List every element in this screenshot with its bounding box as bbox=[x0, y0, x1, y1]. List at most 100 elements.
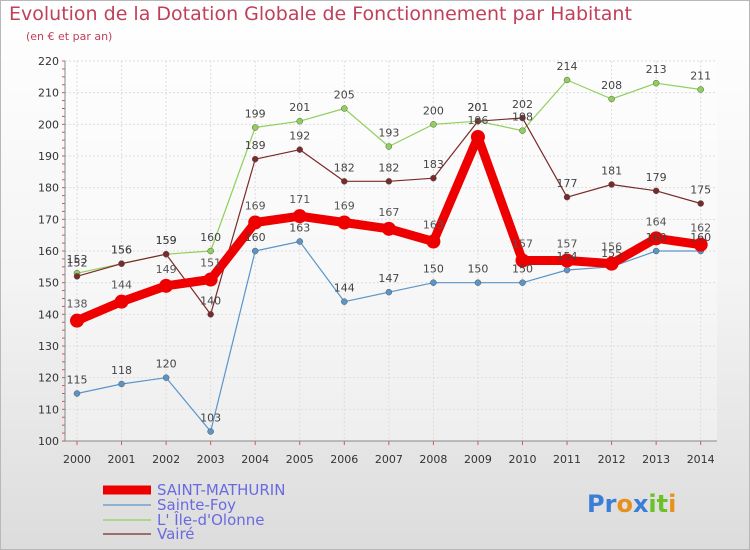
data-label: 177 bbox=[557, 177, 578, 190]
data-label: 151 bbox=[200, 257, 221, 270]
data-label: 156 bbox=[601, 241, 622, 254]
y-tick-label: 120 bbox=[38, 372, 59, 385]
y-tick-label: 110 bbox=[38, 403, 59, 416]
x-tick-label: 2002 bbox=[152, 453, 180, 466]
data-label: 208 bbox=[601, 79, 622, 92]
data-label: 159 bbox=[156, 234, 177, 247]
data-point bbox=[563, 193, 571, 201]
data-label: 138 bbox=[67, 298, 88, 311]
data-point bbox=[296, 117, 303, 125]
data-label: 175 bbox=[690, 184, 711, 197]
x-tick-label: 2007 bbox=[375, 453, 403, 466]
data-label: 164 bbox=[646, 215, 667, 228]
data-label: 163 bbox=[423, 219, 444, 232]
data-point bbox=[560, 253, 575, 268]
data-point bbox=[251, 124, 259, 131]
y-tick-label: 160 bbox=[38, 245, 59, 258]
data-point bbox=[381, 221, 396, 236]
data-point bbox=[519, 114, 526, 122]
data-label: 201 bbox=[467, 101, 488, 114]
data-label: 155 bbox=[601, 247, 622, 260]
data-label: 160 bbox=[245, 231, 266, 244]
data-label: 183 bbox=[423, 158, 444, 171]
logo-letter: i bbox=[648, 490, 657, 518]
data-label: 202 bbox=[512, 98, 533, 111]
data-label: 189 bbox=[245, 139, 266, 152]
y-tick-label: 150 bbox=[38, 277, 59, 290]
data-label: 179 bbox=[646, 171, 667, 184]
data-point bbox=[118, 260, 125, 267]
x-tick-label: 2011 bbox=[553, 453, 581, 466]
y-tick-label: 140 bbox=[38, 308, 59, 321]
data-label: 196 bbox=[467, 114, 488, 127]
y-tick-label: 220 bbox=[38, 55, 59, 68]
data-point bbox=[430, 121, 437, 128]
data-point bbox=[248, 215, 263, 230]
data-point bbox=[73, 390, 81, 397]
logo-letter: i bbox=[668, 490, 677, 518]
data-point bbox=[604, 256, 619, 271]
x-tick-label: 2014 bbox=[687, 453, 715, 466]
x-tick-label: 2005 bbox=[286, 453, 314, 466]
data-point bbox=[608, 95, 615, 103]
data-point bbox=[385, 288, 393, 296]
data-point bbox=[430, 279, 437, 286]
legend-label: Sainte-Foy bbox=[157, 496, 236, 514]
data-label: 211 bbox=[690, 70, 711, 83]
data-point bbox=[652, 247, 660, 255]
data-point bbox=[251, 247, 259, 255]
y-tick-label: 100 bbox=[38, 435, 59, 448]
data-label: 152 bbox=[67, 256, 88, 269]
x-tick-label: 2004 bbox=[241, 453, 269, 466]
y-tick-label: 130 bbox=[38, 340, 59, 353]
x-tick-label: 2013 bbox=[642, 453, 670, 466]
data-point bbox=[207, 247, 214, 255]
data-label: 201 bbox=[467, 101, 488, 114]
data-point bbox=[515, 253, 530, 268]
y-tick-label: 200 bbox=[38, 118, 59, 131]
data-label: 169 bbox=[245, 200, 266, 213]
data-point bbox=[652, 187, 660, 195]
y-tick-label: 180 bbox=[38, 182, 59, 195]
y-tick-label: 170 bbox=[38, 213, 59, 226]
data-point bbox=[563, 76, 571, 84]
data-point bbox=[474, 117, 482, 125]
data-point bbox=[207, 311, 214, 318]
data-point bbox=[70, 313, 84, 328]
data-label: 193 bbox=[378, 127, 399, 140]
logo-letter: r bbox=[604, 490, 617, 518]
data-label: 182 bbox=[378, 161, 399, 174]
data-point bbox=[341, 105, 348, 112]
data-label: 201 bbox=[289, 101, 310, 114]
data-point bbox=[519, 279, 526, 286]
data-point bbox=[608, 181, 615, 188]
data-label: 154 bbox=[557, 250, 578, 263]
logo-letter: x bbox=[632, 490, 649, 518]
data-label: 199 bbox=[245, 108, 266, 121]
x-tick-label: 2009 bbox=[464, 453, 492, 466]
x-tick-label: 2008 bbox=[419, 453, 447, 466]
data-label: 115 bbox=[67, 374, 88, 387]
data-point bbox=[697, 86, 704, 93]
data-point bbox=[426, 234, 441, 249]
x-tick-label: 2010 bbox=[509, 453, 537, 466]
data-point bbox=[251, 155, 259, 163]
data-label: 157 bbox=[557, 238, 578, 251]
legend-label: Vairé bbox=[157, 525, 195, 543]
data-point bbox=[114, 294, 129, 309]
data-label: 167 bbox=[378, 206, 399, 219]
data-label: 200 bbox=[423, 104, 444, 117]
data-point bbox=[652, 79, 660, 87]
data-label: 156 bbox=[111, 244, 132, 257]
data-label: 144 bbox=[334, 282, 355, 295]
legend-label: SAINT-MATHURIN bbox=[157, 481, 285, 499]
data-point bbox=[203, 272, 218, 287]
data-point bbox=[563, 266, 571, 274]
data-label: 150 bbox=[512, 263, 533, 276]
data-label: 103 bbox=[200, 412, 221, 425]
proxiti-logo: Proxiti bbox=[587, 490, 676, 518]
data-point bbox=[341, 178, 348, 185]
data-point bbox=[697, 200, 704, 207]
data-label: 120 bbox=[156, 358, 177, 371]
